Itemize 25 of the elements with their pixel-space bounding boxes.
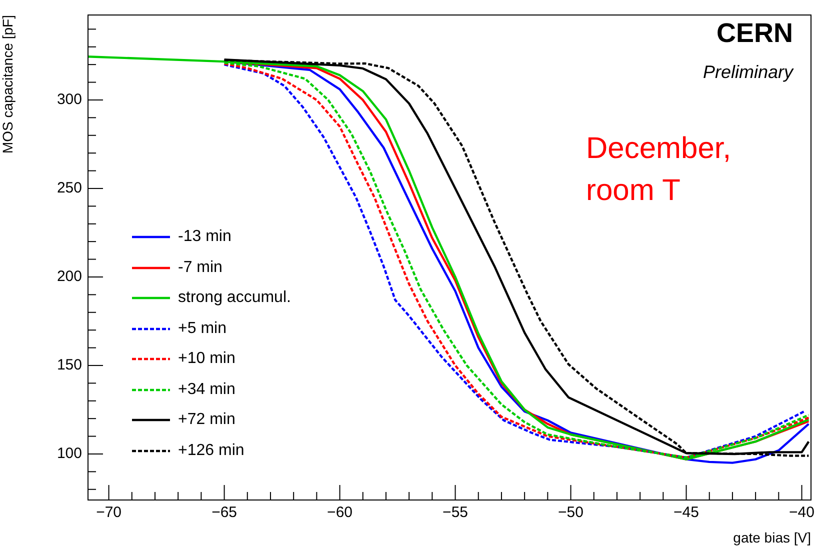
x-tick-label: −45 [674,504,699,522]
y-axis-title: MOS capacitance [pF] [0,15,16,154]
legend-label: +34 min [178,380,236,400]
legend-label: -13 min [178,227,232,247]
legend-label: strong accumul. [178,288,291,308]
y-tick-label: 150 [56,356,82,374]
x-tick-label: −70 [96,504,122,522]
annotation: December, room T [586,131,732,209]
x-tick-label: −60 [327,504,353,522]
legend-label: +10 min [178,349,236,369]
legend-label: +126 min [178,440,244,460]
y-tick-label: 200 [56,268,82,286]
annotation: Preliminary [702,62,793,83]
legend-label: -7 min [178,258,222,278]
y-tick-label: 300 [56,91,82,108]
legend-label: +72 min [178,410,236,430]
y-tick-label: 100 [56,445,82,462]
x-axis-title: gate bias [V] [733,529,811,546]
legend-label: +5 min [178,318,226,338]
x-tick-label: −65 [212,504,238,522]
annotation: CERN [716,18,793,49]
x-tick-label: −50 [558,504,584,522]
x-tick-label: −40 [789,504,814,522]
y-tick-label: 250 [56,180,82,197]
x-tick-label: −55 [442,504,468,522]
